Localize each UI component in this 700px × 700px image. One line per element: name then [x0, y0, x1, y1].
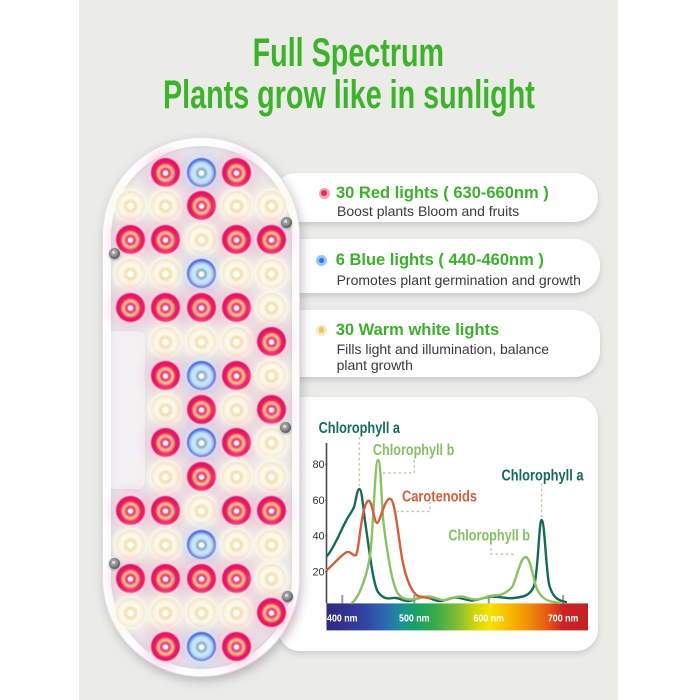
svg-text:20: 20 — [312, 567, 324, 579]
svg-text:Chlorophyll a: Chlorophyll a — [319, 420, 401, 437]
svg-text:40: 40 — [312, 531, 324, 543]
svg-text:600 nm: 600 nm — [474, 613, 505, 625]
svg-text:500 nm: 500 nm — [399, 613, 430, 625]
svg-text:Carotenoids: Carotenoids — [402, 489, 477, 506]
svg-text:60: 60 — [312, 495, 324, 507]
svg-text:400 nm: 400 nm — [327, 613, 358, 625]
svg-text:Chlorophyll a: Chlorophyll a — [502, 468, 584, 485]
svg-text:Chlorophyll b: Chlorophyll b — [448, 528, 530, 545]
svg-text:Chlorophyll b: Chlorophyll b — [373, 442, 454, 459]
svg-text:80: 80 — [312, 459, 324, 471]
svg-text:700 nm: 700 nm — [548, 613, 579, 625]
